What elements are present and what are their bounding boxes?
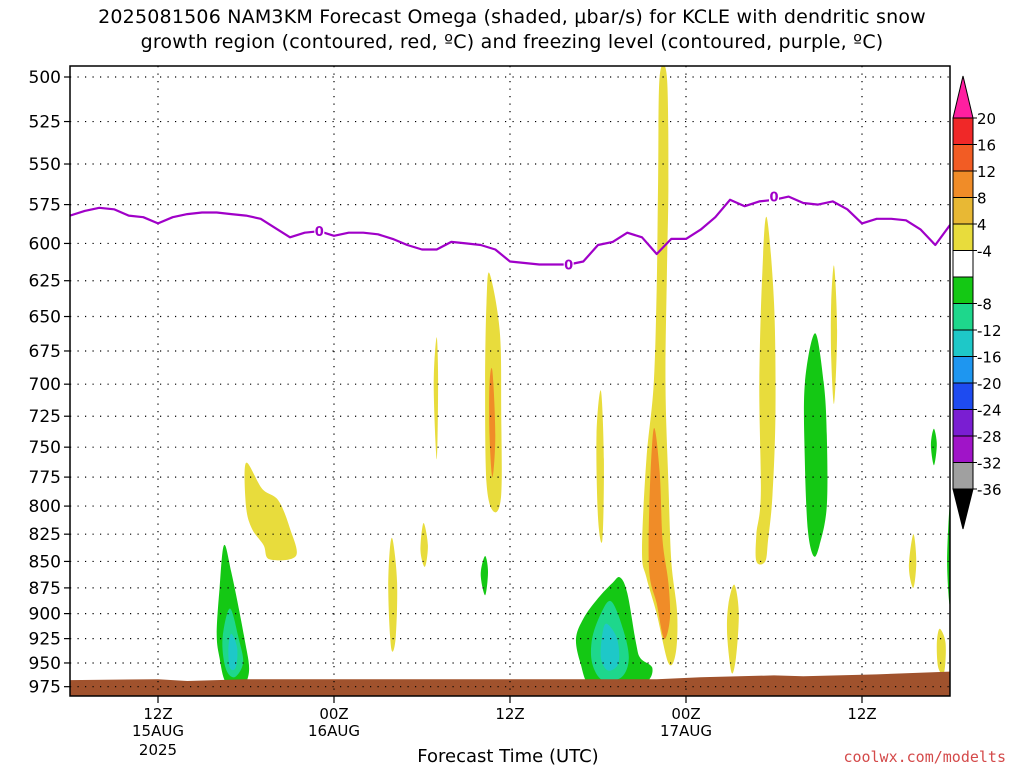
freezing-level-label-1: 0 [564,259,573,274]
colorbar-segment-7 [952,276,974,304]
omega-region-pos-4 [388,537,398,652]
colorbar-label-3: 8 [977,190,987,208]
colorbar-label-10: -24 [977,402,1002,420]
y-tick-label-550: 550 [29,155,61,175]
colorbar-segment-3 [952,170,974,198]
y-tick-label-675: 675 [29,342,61,362]
x-tick-label-30: 12Z [495,705,524,723]
colorbar-segment-12 [952,409,974,437]
y-tick-label-975: 975 [29,678,61,698]
x-tick-label-42: 00Z [671,705,700,723]
colorbar-top-arrow [952,75,974,119]
omega-region-pos-7-core [648,427,671,639]
y-tick-label-775: 775 [29,468,61,488]
y-tick-label-900: 900 [29,605,61,625]
colorbar-label-7: -12 [977,322,1002,340]
freezing-level-label-0: 0 [315,225,324,240]
omega-region-neg-1-core2 [228,633,238,671]
freezing-level-label-bg-2 [769,189,779,203]
x-tick-date-18: 16AUG [308,722,360,740]
colorbar-segment-5 [952,223,974,251]
colorbar-label-6: -8 [977,296,992,314]
chart-title-line2: growth region (contoured, red, ºC) and f… [140,31,884,53]
omega-region-neg-5 [930,428,937,466]
y-tick-label-750: 750 [29,438,61,458]
colorbar-segment-4 [952,197,974,225]
omega-region-pos-2-core [489,368,496,478]
omega-region-pos-11 [908,534,917,588]
chart-title-line1: 2025081506 NAM3KM Forecast Omega (shaded… [98,6,926,28]
colorbar-segment-2 [952,144,974,172]
colorbar-label-5: -4 [977,243,992,261]
y-tick-label-650: 650 [29,308,61,328]
omega-region-pos-8 [726,584,739,674]
freezing-level-label-bg-1 [563,257,574,271]
omega-region-neg-3 [803,333,828,557]
y-tick-label-875: 875 [29,579,61,599]
y-tick-label-925: 925 [29,630,61,650]
x-tick-date-6: 15AUG [132,722,184,740]
omega-region-pos-6 [596,390,604,543]
y-tick-label-600: 600 [29,234,61,254]
y-tick-label-500: 500 [29,68,61,88]
colorbar-label-1: 16 [977,137,996,155]
y-tick-label-575: 575 [29,196,61,216]
y-tick-label-800: 800 [29,497,61,517]
x-tick-year-6: 2025 [139,741,177,759]
omega-region-pos-10 [830,265,838,404]
omega-region-pos-3 [433,337,439,460]
colorbar-segment-10 [952,356,974,384]
x-tick-date-42: 17AUG [660,722,712,740]
y-tick-label-725: 725 [29,407,61,427]
source-credit[interactable]: coolwx.com/modelts [843,748,1006,766]
omega-region-pos-5 [420,522,428,567]
y-tick-label-825: 825 [29,525,61,545]
colorbar-segment-6 [952,250,974,278]
omega-region-pos-1 [244,462,297,561]
y-tick-label-700: 700 [29,375,61,395]
y-tick-label-625: 625 [29,272,61,292]
y-tick-label-525: 525 [29,113,61,133]
omega-region-neg-2-core2 [600,623,620,671]
y-tick-label-850: 850 [29,552,61,572]
colorbar-segment-11 [952,382,974,410]
colorbar-segment-14 [952,462,974,490]
colorbar-segment-1 [952,117,974,145]
colorbar-label-13: -36 [977,481,1002,499]
x-axis-title: Forecast Time (UTC) [417,746,599,767]
colorbar-label-8: -16 [977,349,1002,367]
freezing-level-label-bg-0 [314,224,325,238]
colorbar-label-9: -20 [977,375,1002,393]
colorbar-label-4: 4 [977,216,987,234]
freezing-level-line [70,195,950,266]
colorbar-bottom-arrow [952,488,974,530]
colorbar-segment-9 [952,329,974,357]
colorbar-segment-13 [952,435,974,463]
x-tick-label-18: 00Z [319,705,348,723]
colorbar-segment-8 [952,303,974,331]
y-tick-label-950: 950 [29,654,61,674]
x-tick-label-54: 12Z [847,705,876,723]
x-tick-label-6: 12Z [143,705,172,723]
omega-region-neg-4 [480,555,488,596]
colorbar-label-12: -32 [977,455,1002,473]
omega-region-pos-9 [755,216,776,565]
freezing-level-label-2: 0 [769,191,778,206]
terrain-ground [70,671,950,696]
colorbar-label-11: -28 [977,428,1002,446]
colorbar-label-2: 12 [977,163,996,181]
colorbar-label-0: 20 [977,110,996,128]
omega-region-pos-12 [936,628,946,675]
